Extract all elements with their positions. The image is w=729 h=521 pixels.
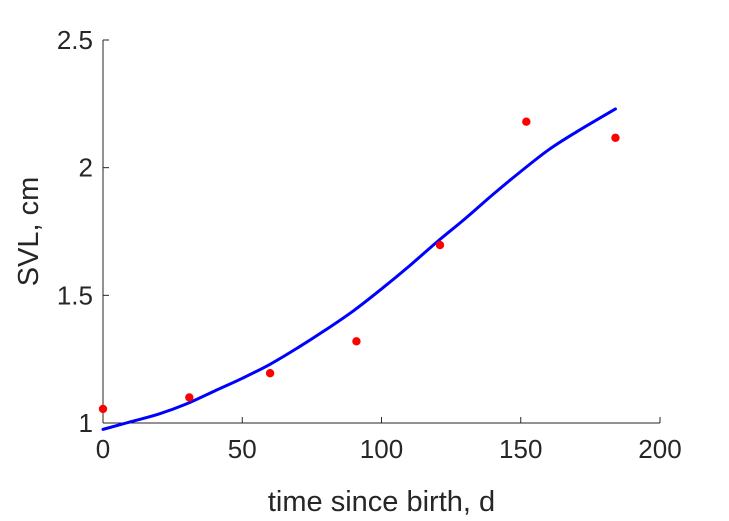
fit-curve-line bbox=[101, 107, 617, 431]
x-axis-label: time since birth, d bbox=[268, 486, 495, 518]
data-point bbox=[352, 337, 361, 346]
data-point bbox=[265, 369, 275, 378]
x-tick-label: 100 bbox=[360, 434, 403, 464]
tick-layer: 0 50 100 150 200 1 1.5 2 2.5 bbox=[57, 25, 682, 464]
data-point bbox=[611, 133, 620, 142]
data-point bbox=[185, 393, 194, 402]
axes bbox=[102, 40, 660, 424]
y-tick-label: 1.5 bbox=[57, 280, 93, 310]
x-tick-label: 50 bbox=[228, 434, 257, 464]
data-point bbox=[435, 240, 445, 250]
x-tick-label: 0 bbox=[96, 434, 110, 464]
y-tick-label: 2.5 bbox=[57, 25, 93, 55]
data-point bbox=[522, 117, 531, 126]
x-tick-label: 200 bbox=[638, 434, 681, 464]
y-axis-label: SVL, cm bbox=[13, 177, 45, 287]
x-tick-label: 150 bbox=[499, 434, 542, 464]
y-tick-label: 1 bbox=[79, 408, 93, 438]
y-tick-label: 2 bbox=[79, 153, 93, 183]
data-point bbox=[98, 404, 108, 414]
series-layer bbox=[98, 107, 620, 431]
